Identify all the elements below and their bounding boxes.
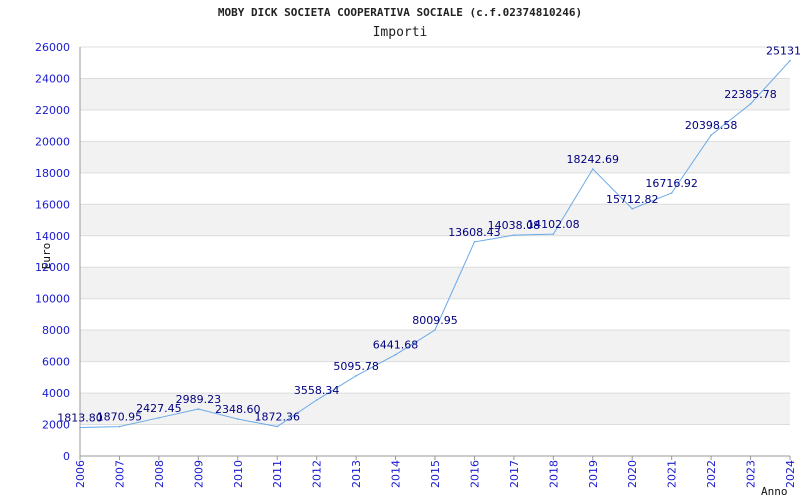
y-tick-label: 14000: [35, 230, 70, 243]
grid-band: [80, 330, 790, 362]
data-point: [394, 353, 397, 356]
y-tick-label: 6000: [42, 356, 70, 369]
data-label: 3558.34: [294, 384, 340, 397]
chart-title: MOBY DICK SOCIETA COOPERATIVA SOCIALE (c…: [217, 6, 583, 19]
x-tick-label: 2016: [468, 460, 481, 488]
data-point: [355, 375, 357, 377]
x-tick-label: 2017: [508, 460, 521, 488]
data-label: 15712.82: [606, 193, 659, 206]
data-label: 16716.92: [645, 177, 698, 190]
background-bands: [80, 78, 790, 425]
data-label: 25131.: [766, 45, 800, 58]
data-label: 20398.58: [685, 119, 738, 132]
x-tick-label: 2010: [232, 460, 245, 488]
y-tick-label: 10000: [35, 293, 70, 306]
data-point: [513, 234, 515, 236]
y-tick-label: 20000: [35, 135, 70, 148]
data-label: 6441.68: [373, 339, 419, 352]
x-tick-label: 2012: [311, 460, 324, 488]
x-tick-label: 2006: [74, 460, 87, 488]
data-point: [236, 418, 239, 420]
data-point: [197, 408, 200, 410]
grid-band: [80, 267, 790, 299]
y-tick-label: 24000: [35, 72, 70, 85]
data-label: 1813.80: [57, 411, 103, 424]
data-point: [276, 425, 279, 428]
series-line: [79, 60, 791, 428]
data-point: [789, 59, 791, 62]
data-point: [158, 417, 160, 419]
data-label: 2989.23: [176, 393, 222, 406]
x-tick-label: 2024: [784, 460, 797, 488]
y-tick-label: 12000: [35, 261, 70, 274]
data-label: 13608.43: [448, 226, 501, 239]
data-point: [631, 208, 634, 210]
x-tick-label: 2018: [547, 460, 560, 488]
data-point: [670, 192, 673, 194]
y-axis-label: Euro: [40, 243, 53, 270]
data-label: 2348.60: [215, 403, 261, 416]
y-tick-label: 16000: [35, 198, 70, 211]
y-tick-label: 4000: [42, 387, 70, 400]
x-tick-label: 2015: [429, 460, 442, 488]
data-point: [315, 399, 318, 401]
data-label: 1870.95: [97, 411, 143, 424]
gridlines: [80, 46, 790, 457]
x-tick-label: 2020: [626, 460, 639, 488]
chart-subtitle: Importi: [372, 25, 428, 40]
data-label: 8009.95: [412, 314, 458, 327]
x-axis-label: Anno: [761, 485, 788, 498]
x-tick-label: 2021: [666, 460, 679, 488]
x-tick-label: 2022: [705, 460, 718, 488]
grid-band: [80, 78, 790, 110]
x-tick-label: 2014: [390, 460, 403, 488]
data-label: 2427.45: [136, 402, 182, 415]
data-point: [118, 425, 121, 428]
data-point: [473, 241, 476, 243]
axes: [79, 47, 791, 460]
data-label: 1872.36: [254, 411, 300, 424]
grid-band: [80, 204, 790, 236]
x-tick-label: 2009: [192, 460, 205, 488]
grid-band: [80, 141, 790, 173]
y-tick-label: 2000: [42, 419, 70, 432]
y-tick-label: 18000: [35, 167, 70, 180]
x-tick-label: 2007: [113, 460, 126, 488]
y-tick-label: 22000: [35, 104, 70, 117]
y-tick-label: 0: [63, 450, 70, 463]
x-tick-label: 2011: [271, 460, 284, 488]
data-labels: 1813.801870.952427.452989.232348.601872.…: [57, 45, 800, 425]
data-label: 14102.08: [527, 218, 580, 231]
y-tick-label: 8000: [42, 324, 70, 337]
x-tick-label: 2019: [587, 460, 600, 488]
data-label: 18242.69: [567, 153, 620, 166]
y-tick-label: 26000: [35, 41, 70, 54]
series-path: [79, 60, 791, 428]
data-label: 22385.78: [724, 88, 777, 101]
data-point: [749, 103, 752, 105]
data-label: 5095.78: [333, 360, 379, 373]
x-tick-label: 2008: [153, 460, 166, 488]
data-point: [79, 426, 81, 429]
data-label: 14038.08: [488, 219, 541, 232]
x-tick-label: 2023: [745, 460, 758, 488]
data-point: [552, 233, 555, 235]
data-point: [710, 134, 712, 136]
data-points: [79, 59, 791, 429]
x-tick-label: 2013: [350, 460, 363, 488]
data-point: [591, 168, 594, 170]
data-point: [434, 329, 436, 331]
tick-labels: 0 2000 4000 6000 8000 10000 12000 14000 16000 180…: [35, 41, 797, 488]
